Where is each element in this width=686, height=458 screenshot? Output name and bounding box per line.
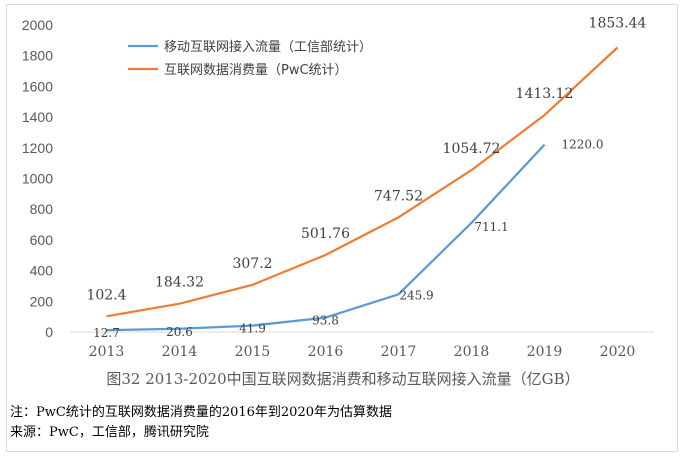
data-label-data-consumption: 102.4 <box>86 287 126 303</box>
data-label-data-consumption: 307.2 <box>232 256 272 272</box>
data-label-mobile-traffic: 12.7 <box>93 326 120 340</box>
data-label-mobile-traffic: 93.8 <box>312 314 339 328</box>
y-tick-label: 1600 <box>22 78 53 94</box>
data-label-mobile-traffic: 1220.0 <box>562 138 604 152</box>
series-line-mobile-traffic <box>106 143 546 332</box>
x-tick-label: 2019 <box>527 344 563 360</box>
legend-label-mobile-traffic: 移动互联网接入流量（工信部统计） <box>164 39 372 55</box>
y-tick-label: 2000 <box>22 17 53 33</box>
y-tick-label: 1400 <box>22 109 53 125</box>
figure-frame <box>6 4 678 452</box>
data-label-mobile-traffic: 711.1 <box>474 220 508 234</box>
source-text: 来源：PwC，工信部，腾讯研究院 <box>10 425 209 440</box>
y-tick-label: 400 <box>30 263 54 279</box>
y-tick-label: 600 <box>30 232 54 248</box>
data-label-data-consumption: 184.32 <box>155 275 204 291</box>
figure-notes: 注：PwC统计的互联网数据消费量的2016年到2020年为估算数据 来源：PwC… <box>10 403 670 443</box>
data-label-data-consumption: 1413.12 <box>516 86 574 102</box>
x-tick-label: 2013 <box>89 344 125 360</box>
x-tick-label: 2017 <box>381 344 417 360</box>
data-label-data-consumption: 747.52 <box>374 188 423 204</box>
data-label-mobile-traffic: 41.9 <box>239 322 266 336</box>
data-label-data-consumption: 1054.72 <box>443 141 501 157</box>
data-label-data-consumption: 501.76 <box>301 226 350 242</box>
y-tick-label: 200 <box>30 293 54 309</box>
note-text: 注：PwC统计的互联网数据消费量的2016年到2020年为估算数据 <box>10 405 392 420</box>
y-tick-label: 0 <box>45 324 53 340</box>
line-chart: 0 200 400 600 800 1000 1200 1400 1600 1800 2000 201… <box>22 15 654 360</box>
x-tick-label: 2020 <box>600 344 636 360</box>
y-tick-label: 800 <box>30 201 54 217</box>
data-label-data-consumption: 1853.44 <box>589 15 647 31</box>
y-tick-label: 1000 <box>22 171 53 187</box>
x-tick-label: 2016 <box>308 344 344 360</box>
data-label-mobile-traffic: 245.9 <box>399 288 433 302</box>
x-tick-label: 2018 <box>454 344 490 360</box>
x-tick-label: 2014 <box>162 344 198 360</box>
x-tick-label: 2015 <box>235 344 271 360</box>
legend-label-data-consumption: 互联网数据消费量（PwC统计） <box>164 63 348 78</box>
series-line-data-consumption <box>106 46 619 318</box>
y-tick-label: 1800 <box>22 48 53 64</box>
figure-caption: 图32 2013-2020中国互联网数据消费和移动互联网接入流量（亿GB） <box>106 370 580 388</box>
y-tick-label: 1200 <box>22 140 53 156</box>
data-label-mobile-traffic: 20.6 <box>166 325 193 339</box>
